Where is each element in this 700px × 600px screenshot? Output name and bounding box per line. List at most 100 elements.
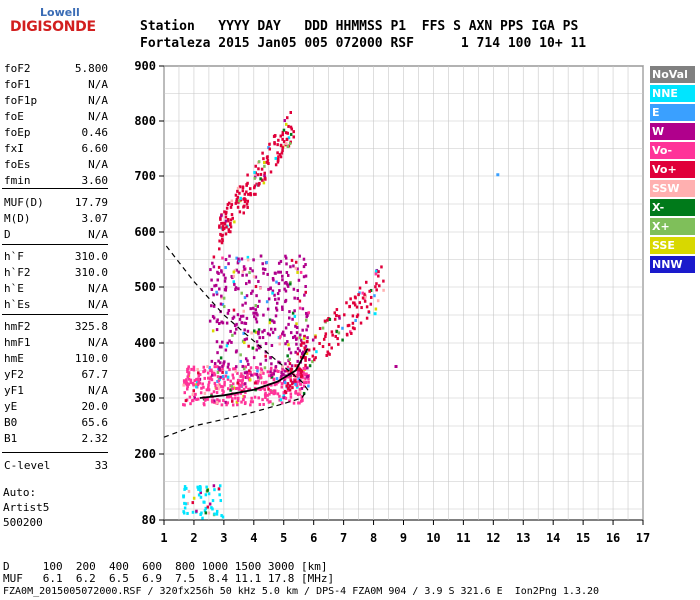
echo-point (220, 384, 223, 388)
echo-point (290, 367, 294, 371)
echo-point (284, 289, 288, 293)
echo-point (243, 328, 246, 332)
echo-point (304, 377, 307, 381)
echo-point (299, 333, 302, 337)
echo-point (341, 326, 344, 330)
echo-point (208, 366, 211, 370)
echo-point (355, 315, 359, 319)
echo-point (263, 171, 266, 175)
echo-point (254, 285, 258, 289)
echo-point (286, 273, 290, 277)
echo-point (246, 181, 249, 185)
echo-point (298, 367, 302, 371)
echo-point (225, 403, 228, 407)
echo-point (292, 287, 296, 291)
echo-point (218, 383, 221, 387)
echo-point (234, 286, 238, 290)
echo-point (217, 359, 220, 363)
echo-point (256, 344, 260, 348)
echo-point (308, 364, 312, 368)
echo-point (350, 331, 353, 335)
echo-point (296, 347, 300, 351)
legend-item-ssw: SSW (650, 180, 695, 197)
echo-point (292, 264, 295, 268)
echo-point (300, 396, 304, 400)
echo-point (363, 295, 367, 299)
echo-point (249, 307, 252, 311)
echo-point (235, 268, 238, 272)
echo-point (293, 296, 296, 300)
echo-point (281, 130, 285, 134)
echo-point (208, 502, 212, 506)
echo-point (267, 287, 270, 291)
echo-point (304, 263, 307, 267)
echo-point (261, 330, 264, 334)
echo-point (218, 385, 222, 389)
echo-point (359, 321, 363, 325)
echo-point (323, 319, 327, 323)
echo-point (216, 278, 220, 282)
echo-point (221, 340, 224, 344)
echo-point (224, 219, 228, 223)
echo-point (289, 370, 293, 374)
echo-point (284, 298, 288, 302)
echo-point (246, 329, 250, 333)
echo-point (246, 359, 249, 363)
echo-point (303, 367, 307, 371)
echo-point (286, 365, 290, 369)
echo-point (289, 373, 292, 377)
echo-point (210, 373, 214, 377)
param-value-5: 6.60 (81, 142, 109, 155)
echo-point (220, 241, 224, 245)
echo-point (259, 388, 262, 392)
echo-point (206, 371, 210, 375)
echo-point (197, 487, 200, 491)
echo-point (245, 273, 248, 277)
echo-point (229, 329, 232, 333)
echo-point (227, 228, 231, 232)
echo-point (214, 283, 218, 287)
echo-point (345, 301, 348, 305)
echo-point (230, 203, 234, 207)
echo-point (258, 346, 261, 350)
echo-point (293, 334, 297, 338)
echo-point (311, 360, 314, 364)
echo-point (235, 327, 238, 331)
echo-point (288, 362, 292, 366)
echo-point (240, 257, 244, 261)
echo-point (243, 371, 247, 375)
echo-point (210, 378, 214, 382)
echo-point (360, 306, 363, 310)
echo-point (299, 270, 303, 274)
echo-point (278, 289, 281, 293)
echo-point (252, 311, 255, 315)
echo-point (184, 399, 188, 403)
echo-point (274, 365, 278, 369)
echo-point (182, 403, 185, 407)
echo-point (283, 396, 286, 400)
echo-point (304, 344, 308, 348)
echo-point (283, 281, 287, 285)
echo-point (296, 359, 299, 363)
echo-point (294, 324, 297, 328)
echo-point (289, 395, 293, 399)
legend-item-w: W (650, 123, 695, 140)
x-tick-label: 15 (576, 531, 590, 545)
echo-point (275, 301, 279, 305)
echo-point (235, 199, 238, 203)
echo-point (187, 365, 190, 369)
echo-point (209, 375, 213, 379)
x-tick-label: 13 (516, 531, 530, 545)
echo-point (300, 341, 304, 345)
echo-point (244, 375, 248, 379)
echo-point (236, 399, 240, 403)
echo-point (221, 256, 224, 260)
echo-point (289, 392, 293, 396)
echo-point (264, 396, 267, 400)
echo-point (330, 346, 333, 350)
echo-point (235, 322, 238, 326)
footer-file-line: FZA0M_2015005072000.RSF / 320fx256h 50 k… (3, 586, 600, 597)
echo-point (300, 343, 303, 347)
echo-point (250, 331, 253, 335)
param-value-12: 310.0 (74, 266, 108, 279)
